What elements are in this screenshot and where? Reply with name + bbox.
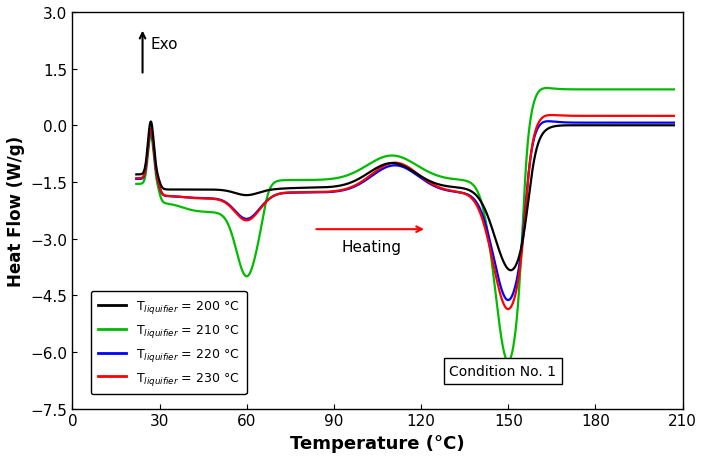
Text: Exo: Exo xyxy=(151,37,178,52)
Text: Condition No. 1: Condition No. 1 xyxy=(449,364,556,378)
X-axis label: Temperature (°C): Temperature (°C) xyxy=(290,434,465,452)
Y-axis label: Heat Flow (W/g): Heat Flow (W/g) xyxy=(7,135,25,286)
Text: Heating: Heating xyxy=(341,239,402,254)
Legend: T$_{liquifier}$ = 200 °C, T$_{liquifier}$ = 210 °C, T$_{liquifier}$ = 220 °C, T$: T$_{liquifier}$ = 200 °C, T$_{liquifier}… xyxy=(91,291,247,395)
